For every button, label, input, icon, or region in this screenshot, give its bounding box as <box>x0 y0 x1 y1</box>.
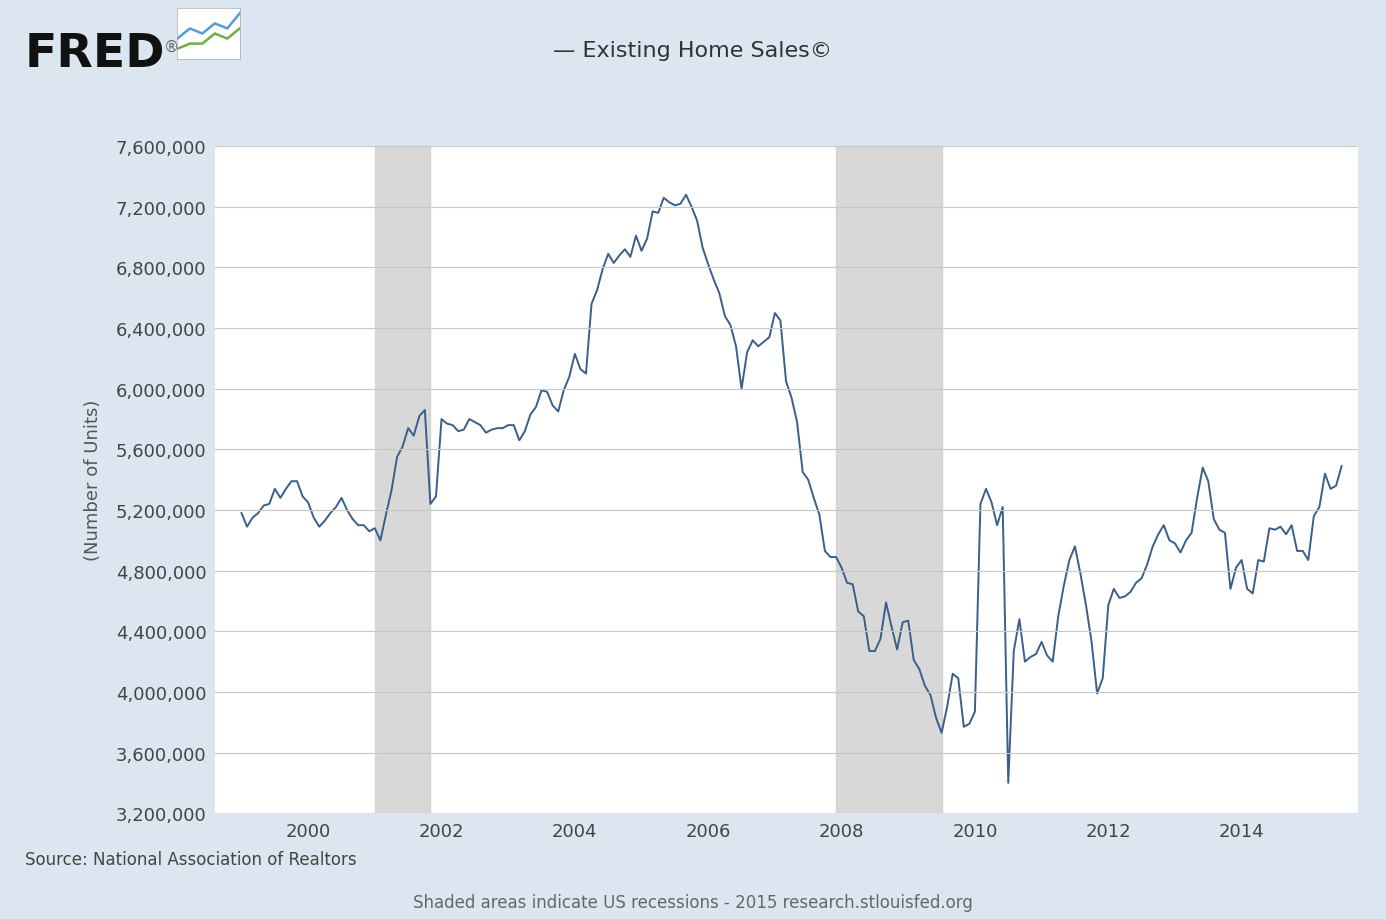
Text: ®: ® <box>164 40 179 54</box>
Text: Shaded areas indicate US recessions - 2015 research.stlouisfed.org: Shaded areas indicate US recessions - 20… <box>413 893 973 912</box>
Text: Source: National Association of Realtors: Source: National Association of Realtors <box>25 850 356 868</box>
Text: — Existing Home Sales©: — Existing Home Sales© <box>553 41 833 62</box>
Bar <box>374 147 430 813</box>
Bar <box>836 147 941 813</box>
Y-axis label: (Number of Units): (Number of Units) <box>85 400 101 561</box>
Text: FRED: FRED <box>25 32 165 77</box>
